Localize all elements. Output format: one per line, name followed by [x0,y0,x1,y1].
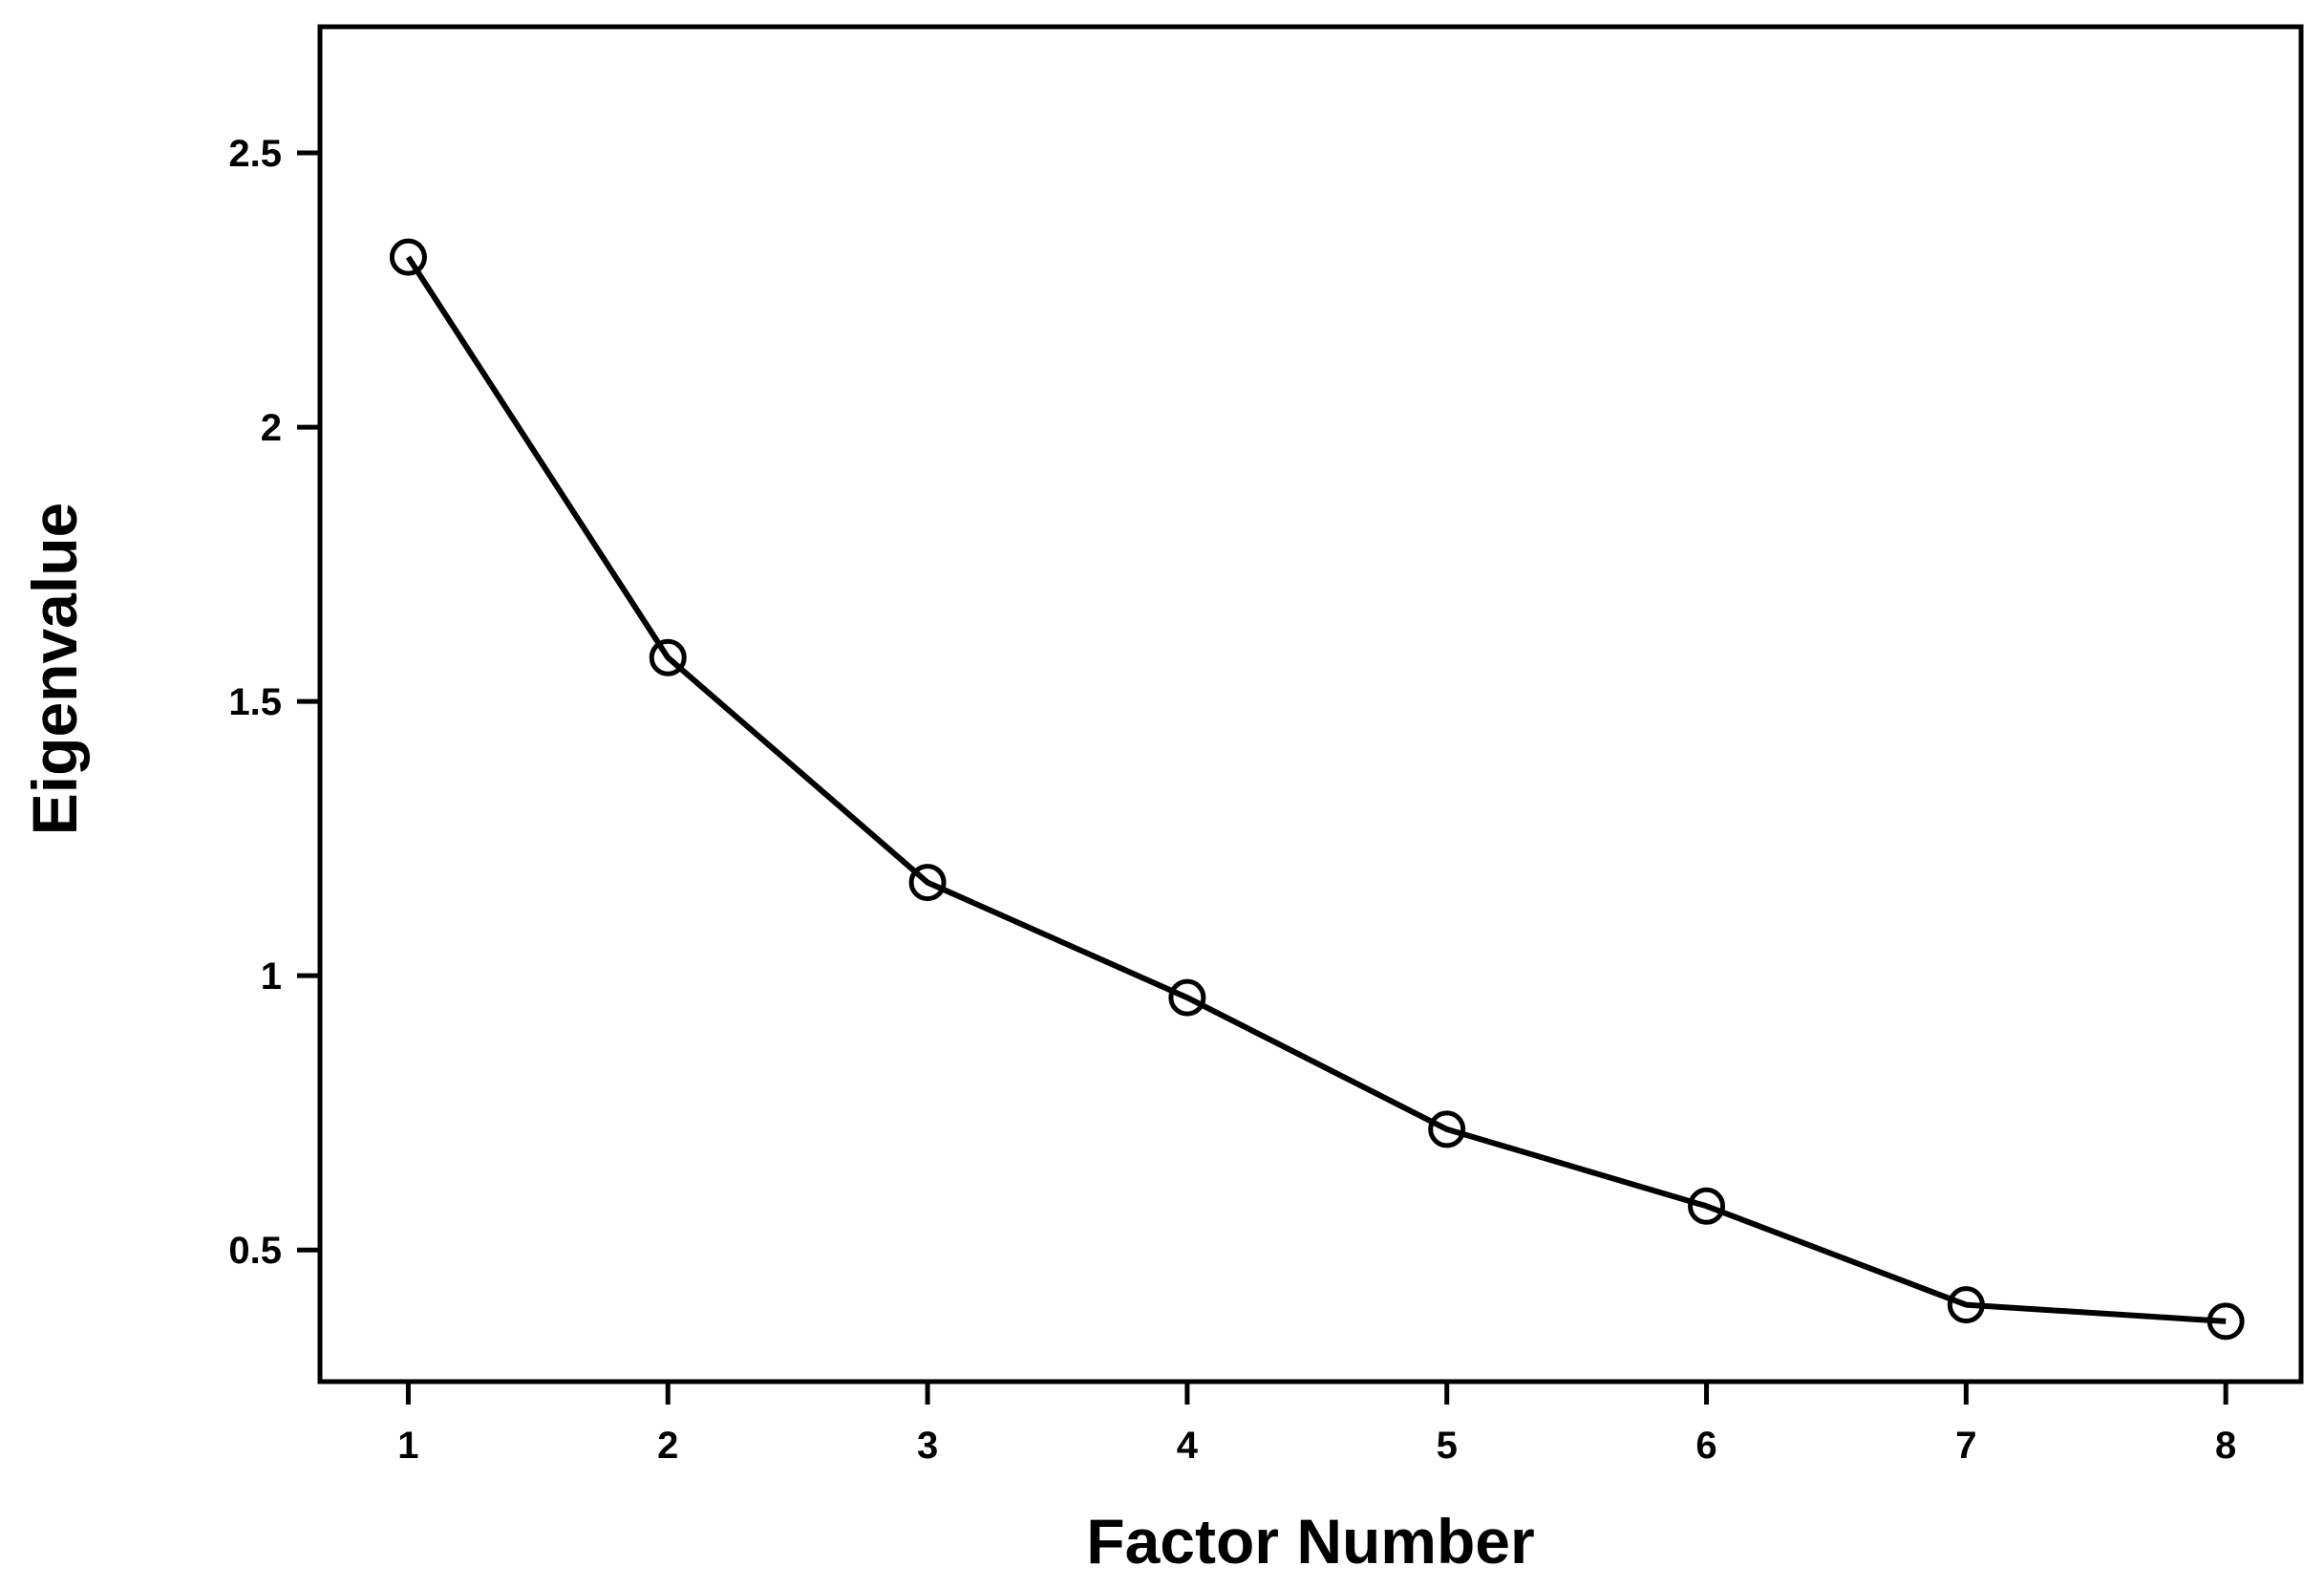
series-line [405,255,2227,1324]
x-tick-label: 4 [1177,1425,1199,1467]
data-point [1168,978,1206,1017]
data-point [1688,1187,1726,1225]
y-tick-label: 2.5 [228,133,282,175]
x-tick-label: 6 [1695,1425,1716,1467]
x-axis: 1 2 3 4 5 6 7 8 [397,1382,2236,1467]
data-point [2207,1302,2245,1341]
y-tick-label: 2 [261,407,282,449]
data-point [649,638,687,676]
x-tick-label: 5 [1437,1425,1458,1467]
data-point [389,238,427,276]
y-tick-label: 1.5 [228,681,282,723]
data-points [389,238,2245,1341]
plot-frame [317,24,2304,1384]
x-tick-label: 7 [1955,1425,1976,1467]
data-point [908,864,947,902]
y-tick-label: 0.5 [228,1230,282,1272]
data-point [1947,1286,1985,1324]
y-axis: 0.5 1 1.5 2 2.5 [228,133,320,1272]
x-tick-label: 8 [2215,1425,2236,1467]
data-point [1428,1110,1466,1148]
x-axis-title: Factor Number [1086,1506,1534,1577]
y-axis-title: Eigenvalue [19,503,90,835]
x-tick-label: 2 [657,1425,678,1467]
x-tick-label: 1 [397,1425,418,1467]
x-tick-label: 3 [917,1425,938,1467]
y-tick-label: 1 [261,955,282,998]
